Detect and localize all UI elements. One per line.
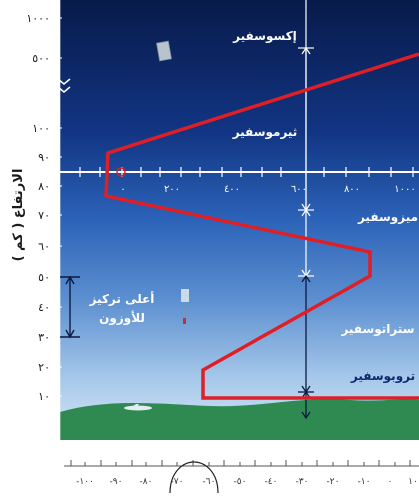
x-tick-label: -٥٠ [234, 477, 247, 487]
mid-scale-label: ٨٠٠ [344, 184, 360, 195]
mid-scale-label: ٤٠٠ [224, 184, 240, 195]
x-tick-label: -١٠٠ [76, 477, 94, 487]
satellite-icon [156, 40, 172, 62]
ozone-label-line2: للأوزون [99, 310, 145, 326]
temperature-profile-line [104, 52, 419, 400]
layer-label-troposphere: تروبوسفير [350, 369, 415, 384]
y-tick-label: ١٠ [38, 390, 50, 403]
y-tick-label: ٧٠ [38, 209, 50, 222]
x-tick-label: -٨٠ [140, 477, 153, 487]
x-tick-marks [70, 460, 411, 466]
y-tick-labels: ١٠٠٠ ٥٠٠ ١٠٠ ٩٠ ٨٠ ٧٠ ٦٠ ٥٠ ٤٠ ٣٠ ٢٠ ١٠ [26, 12, 50, 403]
x-tick-label: ١٠ [408, 477, 418, 487]
mid-scale-label: ٠ [120, 184, 125, 195]
ozone-label-line1: أعلى تركيز [89, 291, 155, 306]
layer-arrows [298, 46, 314, 278]
airplane-icon [124, 404, 152, 411]
y-tick-label: ٥٠ [38, 271, 50, 284]
ozone-bracket [60, 275, 80, 339]
y-tick-label: ٦٠ [38, 240, 50, 253]
layer-labels: إكسوسفير ثيرموسفير ميزوسفير ستراتوسفير [232, 29, 418, 337]
x-tick-label: -٣٠ [296, 477, 309, 487]
y-tick-label: ٩٠ [38, 151, 50, 164]
lower-layer-arrows [298, 274, 314, 420]
y-tick-label: ٣٠ [38, 331, 50, 344]
ozone-label: أعلى تركيز للأوزون [89, 291, 155, 326]
x-tick-label: -٦٠ [203, 477, 216, 487]
ground-hills [60, 399, 419, 440]
layer-label-exosphere: إكسوسفير [232, 29, 297, 44]
profile-crossing-marker [116, 167, 126, 177]
layer-label-stratosphere: ستراتوسفير [340, 322, 414, 337]
y-axis-title: الارتفاع ( كم ) [11, 169, 26, 262]
x-tick-label: -٧٠ [171, 477, 184, 487]
page-marker-circle [169, 461, 219, 494]
x-tick-labels: ١٠ ٠ -١٠ -٢٠ -٣٠ -٤٠ -٥٠ -٦٠ -٧٠ -٨٠ -٩٠… [76, 477, 418, 487]
axis-break-icon [51, 78, 71, 93]
mid-scale-label: ١٠٠٠ [394, 184, 415, 195]
x-tick-label: -٢٠ [327, 477, 340, 487]
layer-label-mesosphere: ميزوسفير [357, 210, 418, 225]
x-tick-label: ٠ [388, 477, 393, 487]
y-tick-label: ٨٠ [38, 180, 50, 193]
y-tick-label: ١٠٠ [32, 122, 50, 135]
mid-scale-labels: ١٠٠٠ ٨٠٠ ٦٠٠ ٤٠٠ ٢٠٠ ٠ [120, 184, 415, 195]
mid-scale-label: ٢٠٠ [164, 184, 180, 195]
mid-scale-label: ٦٠٠ [291, 184, 307, 195]
y-tick-label: ٢٠ [38, 361, 50, 374]
x-tick-label: -٤٠ [265, 477, 278, 487]
layer-label-thermosphere: ثيرموسفير [232, 125, 298, 140]
x-tick-label: -٩٠ [110, 477, 123, 487]
y-tick-label: ١٠٠٠ [26, 12, 50, 25]
x-tick-label: -١٠ [358, 477, 371, 487]
y-tick-label: ٥٠٠ [32, 52, 50, 65]
y-tick-label: ٤٠ [38, 301, 50, 314]
balloon-icon [181, 289, 189, 324]
